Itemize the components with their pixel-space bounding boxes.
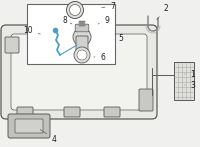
Bar [79,21,81,26]
Circle shape [101,51,109,59]
Text: 4: 4 [40,130,56,143]
Circle shape [77,50,87,60]
Text: 3: 3 [185,81,195,90]
Circle shape [68,40,88,60]
FancyBboxPatch shape [104,107,120,117]
FancyBboxPatch shape [17,107,33,117]
Bar [83,21,85,26]
Text: 2: 2 [157,4,168,20]
Bar [174,62,194,100]
Circle shape [64,36,92,64]
Text: 5: 5 [115,34,123,42]
FancyBboxPatch shape [139,89,153,111]
FancyBboxPatch shape [75,24,89,32]
Text: 9: 9 [98,15,109,25]
Text: 8: 8 [63,15,72,25]
Text: 1: 1 [185,70,195,78]
Circle shape [98,48,112,62]
FancyBboxPatch shape [11,34,147,110]
Circle shape [70,5,81,15]
FancyBboxPatch shape [1,25,157,119]
Circle shape [74,47,90,63]
Bar [81,21,83,26]
FancyBboxPatch shape [8,114,50,138]
FancyBboxPatch shape [5,37,19,53]
Circle shape [67,1,84,19]
Text: 7: 7 [102,1,115,10]
FancyBboxPatch shape [15,119,43,133]
FancyBboxPatch shape [76,36,88,56]
Text: 10: 10 [23,25,40,35]
Circle shape [73,28,91,46]
Bar [27,4,115,64]
Text: 6: 6 [94,52,105,61]
FancyBboxPatch shape [64,107,80,117]
